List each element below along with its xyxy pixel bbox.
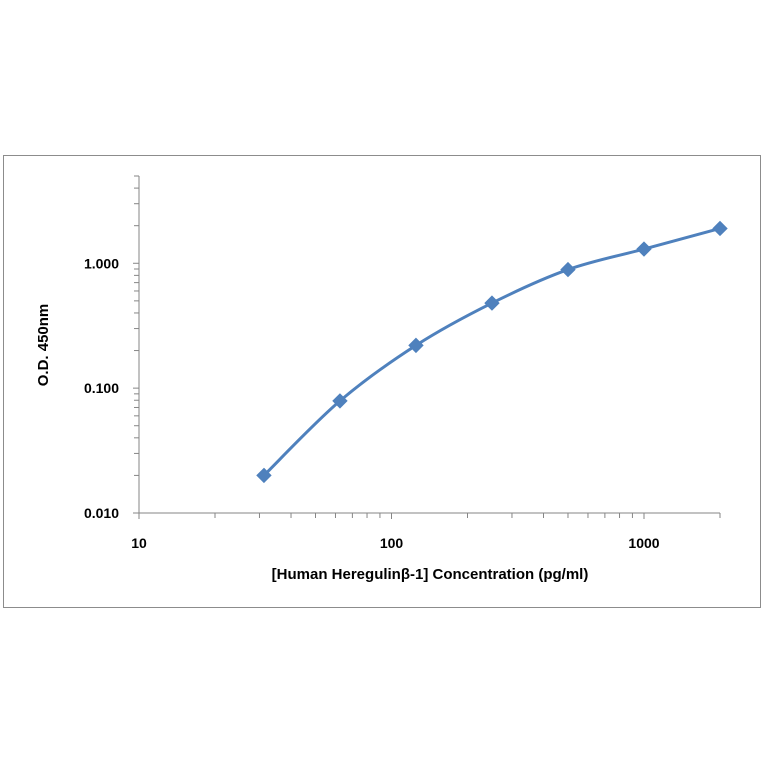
y-axis-title: O.D. 450nm [35, 304, 52, 387]
data-point-marker [256, 467, 272, 484]
y-tick-label: 1.000 [84, 255, 119, 271]
x-tick-label: 1000 [628, 535, 659, 551]
data-point-marker [332, 393, 348, 409]
y-tick-label: 0.010 [84, 505, 119, 521]
chart-frame [3, 155, 761, 608]
data-point-marker [408, 337, 424, 354]
series-line [262, 226, 722, 477]
x-axis: 10 100 1000 [131, 512, 721, 551]
data-point-marker [560, 261, 576, 278]
x-tick-label: 100 [380, 535, 404, 551]
y-tick-label: 0.100 [84, 380, 119, 396]
data-point-marker [484, 295, 500, 311]
data-point-marker [636, 241, 652, 257]
x-tick-label: 10 [131, 535, 147, 551]
data-point-marker [712, 220, 728, 237]
x-axis-title: [Human Heregulinβ-1] Concentration (pg/m… [272, 566, 589, 583]
series-layer [256, 220, 728, 484]
y-axis: 0.010 0.100 1.000 [84, 175, 140, 521]
